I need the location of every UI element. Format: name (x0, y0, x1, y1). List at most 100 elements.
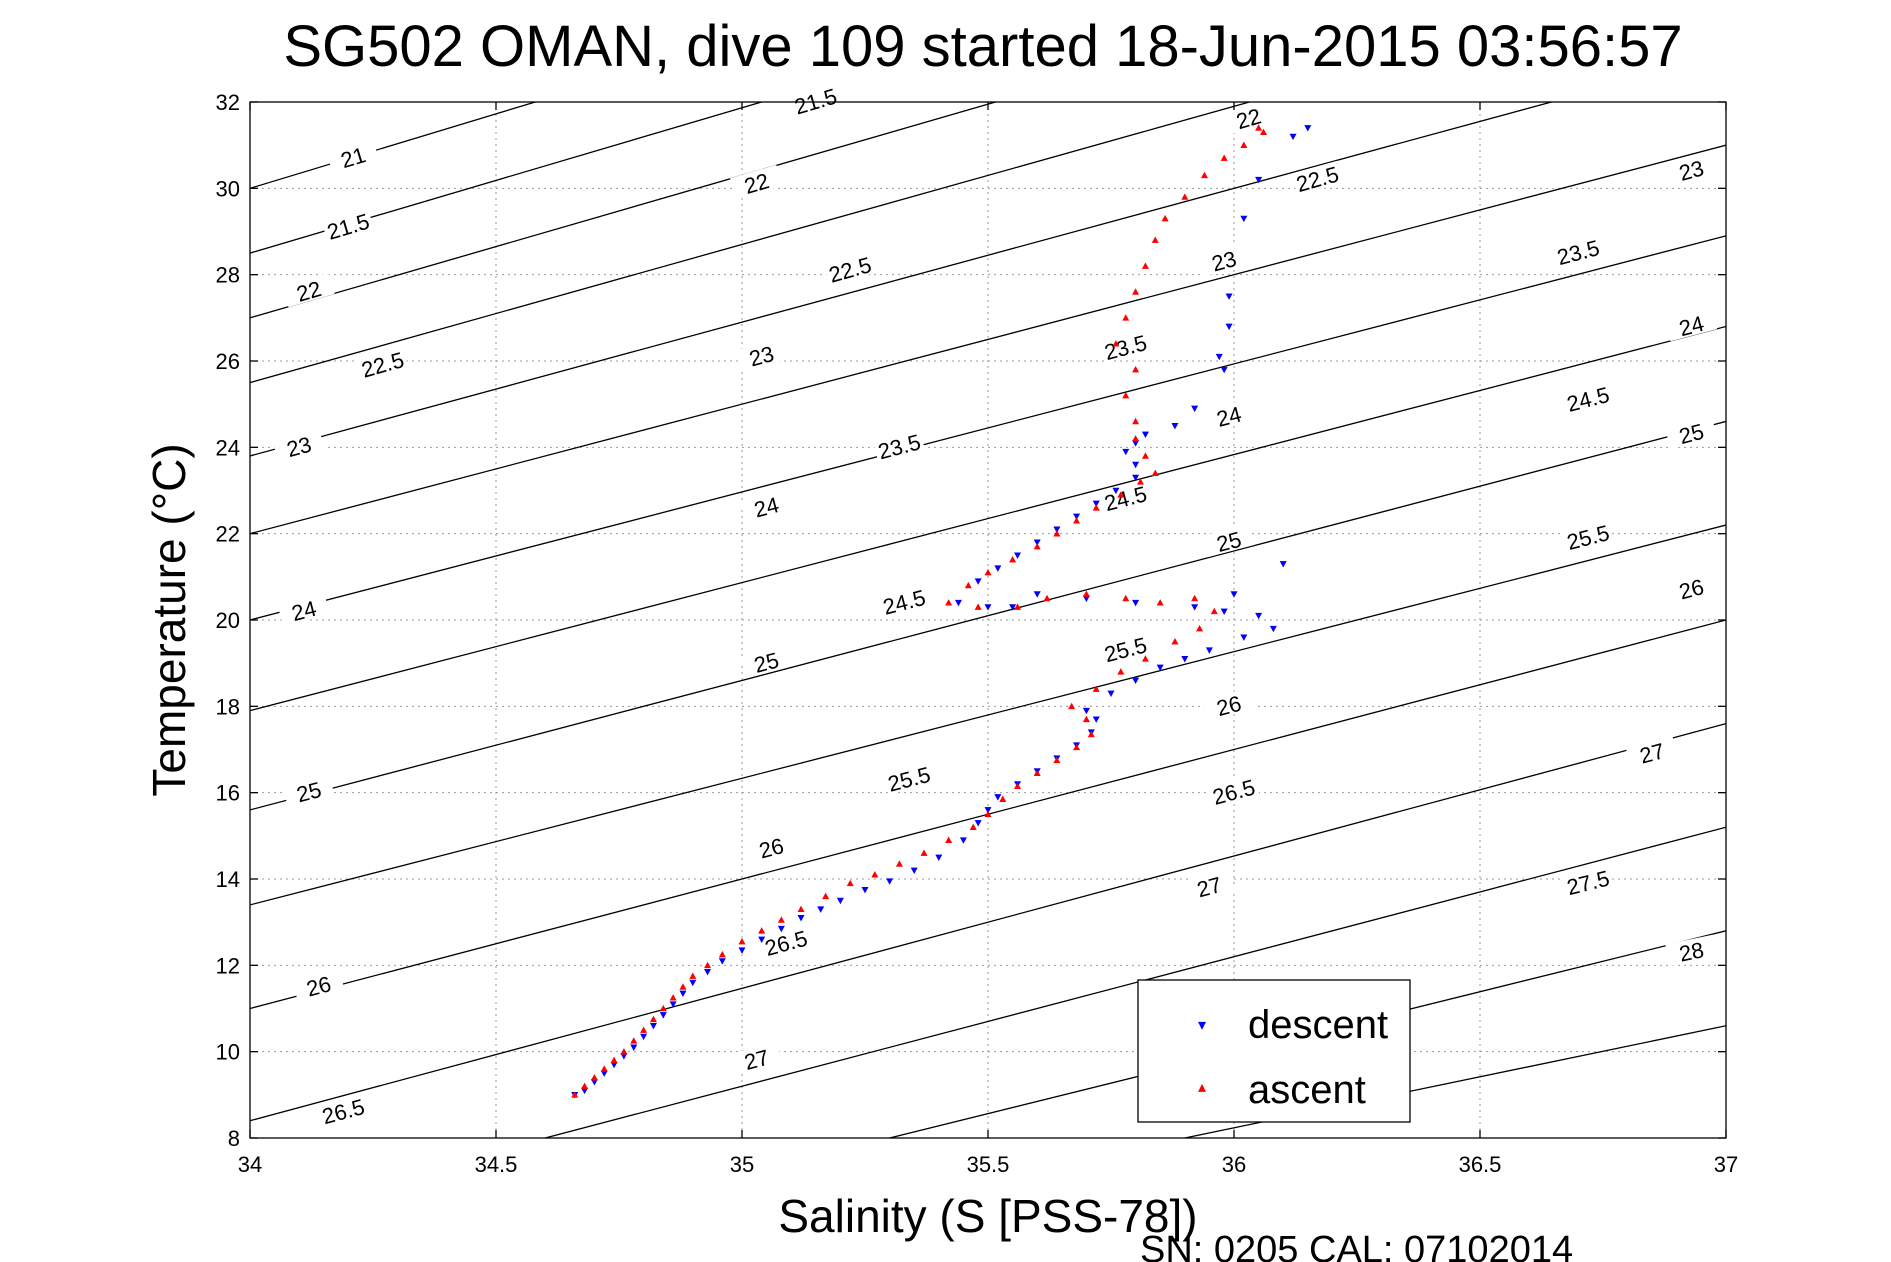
data-point-ascent (1255, 124, 1263, 131)
contour-label-bg (1561, 864, 1614, 898)
contour-label-group: 24.5 (877, 584, 930, 620)
density-contour-26.5 (250, 722, 1726, 1122)
data-point-descent (974, 820, 982, 827)
data-point-ascent (1082, 715, 1090, 723)
density-contour-21.5 (250, 102, 764, 254)
data-point-ascent (871, 871, 879, 878)
legend-ascent-marker: ▴ (1198, 1079, 1206, 1096)
y-tick-label: 32 (216, 90, 240, 115)
data-point-ascent (689, 972, 697, 979)
data-point-ascent (964, 581, 972, 589)
data-point-ascent (718, 950, 726, 958)
density-contour-25.5 (250, 524, 1726, 906)
data-point-descent (935, 854, 943, 862)
data-point-ascent (1053, 530, 1061, 537)
contour-label: 27.5 (1564, 866, 1612, 901)
data-point-descent (1255, 176, 1263, 184)
contour-label-bg (1561, 381, 1614, 415)
contour-label-group: 25 (1202, 523, 1255, 558)
data-point-descent (1289, 133, 1297, 141)
contour-label-group: 26 (292, 968, 345, 1002)
contour-label: 23.5 (1102, 330, 1150, 365)
data-point-ascent (758, 927, 766, 934)
data-point-ascent (571, 1091, 579, 1098)
data-point-ascent (1092, 504, 1100, 511)
data-point-ascent (1112, 340, 1120, 347)
contour-label-group: 22.5 (823, 251, 876, 288)
density-contour-24.5 (250, 325, 1726, 712)
contour-label-group: 23.5 (1551, 234, 1604, 270)
data-point-ascent (1240, 141, 1248, 148)
data-point-descent (1181, 656, 1189, 663)
contour-label: 24 (751, 492, 781, 522)
data-point-descent (1279, 561, 1287, 568)
data-point-ascent (1220, 154, 1228, 161)
contour-label-bg (1099, 329, 1152, 363)
density-contour-25 (250, 420, 1726, 811)
contour-label: 24.5 (1102, 481, 1150, 516)
legend-ascent-label: ascent (1248, 1068, 1366, 1112)
contour-label: 28 (1677, 937, 1706, 966)
contour-label-group: 22 (282, 272, 335, 308)
contour-label: 25.5 (1564, 520, 1612, 555)
data-point-descent (689, 979, 697, 987)
data-point-ascent (1132, 366, 1140, 373)
data-point-descent (679, 990, 687, 998)
data-point-ascent (640, 1026, 648, 1033)
data-point-ascent (581, 1082, 589, 1089)
contour-label-bg (356, 346, 409, 381)
data-point-descent (836, 897, 844, 905)
data-point-ascent (1117, 668, 1125, 675)
contour-label: 24 (1676, 311, 1706, 341)
data-point-ascent (1171, 637, 1179, 645)
contour-label-bg (1202, 687, 1255, 722)
contour-label-group: 24 (1202, 398, 1255, 432)
data-point-descent (817, 906, 825, 913)
data-point-descent (1122, 448, 1130, 456)
data-point-ascent (1068, 702, 1076, 710)
data-point-ascent (1181, 193, 1189, 200)
contour-label: 26.5 (1210, 775, 1258, 810)
contour-label-bg (789, 82, 842, 118)
contour-label-group: 22.5 (356, 346, 409, 383)
data-point-descent (1092, 500, 1100, 508)
contour-label-group: 24 (1665, 307, 1718, 342)
data-point-descent (1009, 604, 1017, 611)
data-point-ascent (1151, 469, 1159, 477)
data-point-ascent (1014, 782, 1022, 789)
contour-label-group: 26 (1202, 687, 1255, 722)
data-point-descent (1215, 353, 1223, 361)
density-contour-22.5 (250, 102, 1252, 384)
contour-label-bg (282, 272, 335, 308)
data-point-descent (1033, 539, 1041, 546)
data-point-descent (1191, 604, 1199, 611)
y-tick-label: 30 (216, 176, 240, 201)
contour-label-group: 25.5 (1561, 519, 1614, 555)
contour-label-group: 23.5 (1099, 329, 1152, 365)
contour-label: 23.5 (875, 429, 923, 464)
contour-label: 25.5 (885, 762, 933, 797)
contour-label-bg (326, 138, 379, 174)
data-point-ascent (984, 810, 992, 818)
data-point-descent (1092, 716, 1100, 723)
legend: ▾ descent ▴ ascent (1137, 979, 1411, 1123)
data-point-descent (1053, 526, 1061, 533)
data-point-descent (959, 837, 967, 844)
data-point-descent (1255, 612, 1263, 620)
y-tick-label: 8 (228, 1126, 240, 1151)
contour-label-group: 21.5 (321, 207, 374, 245)
data-point-descent (1132, 599, 1140, 607)
data-point-descent (1112, 487, 1120, 495)
data-point-ascent (1033, 769, 1041, 777)
data-point-descent (1132, 461, 1140, 469)
axis-ticks: 34 34.5 35 35.5 36 36.5 37 8 10 12 14 16 18 20 22 24 26 2… (216, 90, 1739, 1177)
data-point-ascent (1151, 236, 1159, 243)
data-point-descent (1230, 591, 1238, 598)
data-point-descent (1220, 608, 1228, 615)
contour-label-group: 23 (1197, 242, 1250, 277)
contour-label-bg (316, 1093, 369, 1128)
data-point-descent (1205, 647, 1213, 654)
data-point-ascent (895, 860, 903, 867)
data-point-ascent (1196, 625, 1204, 632)
